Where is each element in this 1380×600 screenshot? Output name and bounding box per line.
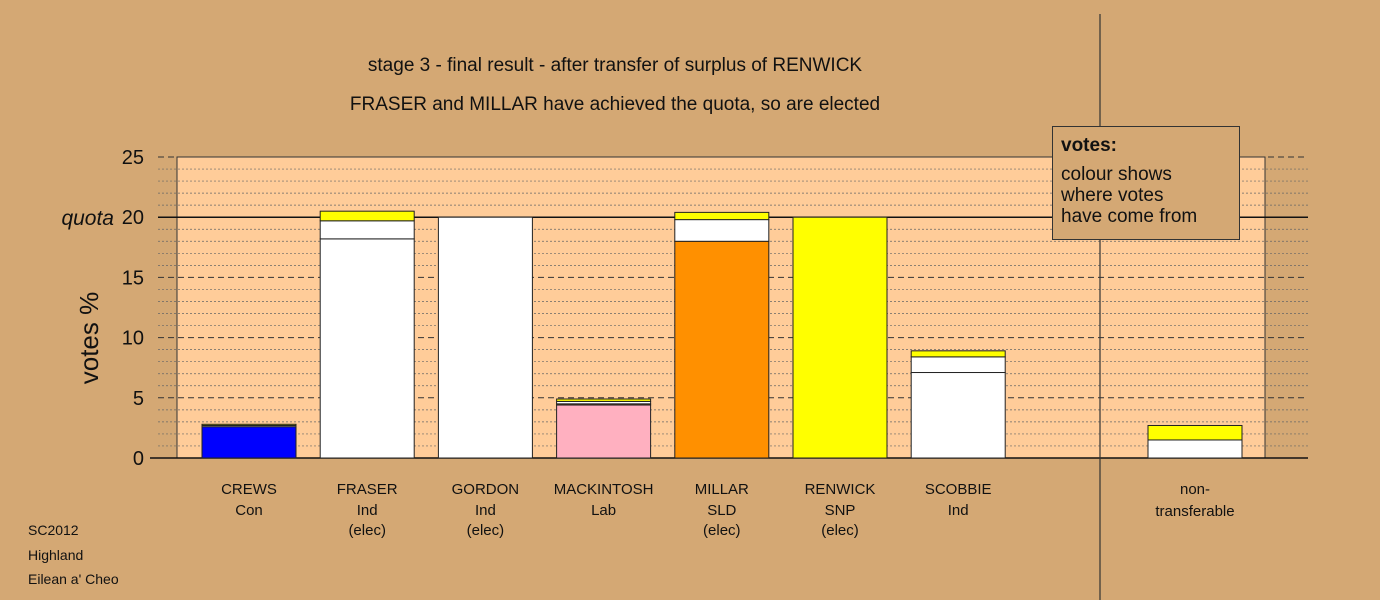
bar-millar-segment [674, 240, 770, 459]
bar-mackintosh-segment [556, 404, 652, 459]
x-tick-party: Ind [948, 502, 969, 519]
footer-council: Highland [28, 547, 84, 563]
x-tick-party: SLD [707, 502, 736, 519]
quota-label: quota [61, 207, 114, 230]
bar-scobbie-segment [910, 350, 1006, 358]
x-tick-party: Ind [357, 502, 378, 519]
x-tick-label: FRASER [337, 481, 398, 498]
y-tick-label: 20 [122, 207, 144, 229]
bar-renwick-segment [792, 216, 888, 459]
bar-mackintosh-segment [556, 398, 652, 402]
legend-title: votes: [1061, 135, 1117, 156]
footer-ward: Eilean a' Cheo [28, 571, 119, 587]
bar-fraser-segment [319, 238, 415, 459]
x-tick-label: transferable [1155, 503, 1234, 520]
x-tick-label: CREWS [221, 481, 277, 498]
chart-title: stage 3 - final result - after transfer … [367, 55, 863, 76]
y-axis-label: votes % [74, 292, 104, 385]
y-tick-label: 25 [122, 147, 144, 169]
y-tick-label: 0 [133, 448, 144, 470]
x-tick-party: Ind [475, 502, 496, 519]
bar-nontransferable-segment [1147, 439, 1243, 459]
legend-box: votes: colour shows where votes have com… [1052, 126, 1240, 240]
bar-millar-segment [674, 211, 770, 221]
x-tick-status: (elec) [821, 522, 859, 539]
bar-nontransferable-segment [1147, 424, 1243, 441]
x-tick-party: Con [235, 502, 263, 519]
x-tick-label: MACKINTOSH [554, 481, 654, 498]
bar-scobbie-segment [910, 372, 1006, 459]
x-tick-label: SCOBBIE [925, 481, 992, 498]
bar-crews-segment [201, 423, 297, 426]
x-tick-label: RENWICK [805, 481, 876, 498]
bar-scobbie-segment [910, 356, 1006, 374]
bar-millar-segment [674, 219, 770, 242]
legend-line-2: where votes [1061, 185, 1164, 206]
x-tick-label: MILLAR [695, 481, 749, 498]
x-tick-status: (elec) [348, 522, 386, 539]
y-tick-label: 15 [122, 267, 144, 289]
bar-gordon-segment [437, 216, 533, 459]
y-tick-label: 5 [133, 388, 144, 410]
bar-fraser-segment [319, 220, 415, 240]
legend-line-3: have come from [1061, 206, 1198, 227]
bar-crews-segment [201, 426, 297, 459]
bar-fraser-segment [319, 210, 415, 222]
chart-subtitle: FRASER and MILLAR have achieved the quot… [349, 94, 881, 115]
x-tick-party: SNP [825, 502, 856, 519]
x-tick-label: non- [1180, 481, 1210, 498]
x-tick-party: Lab [591, 502, 616, 519]
x-tick-label: GORDON [452, 481, 520, 498]
legend-line-1: colour shows [1061, 164, 1172, 185]
footer-election: SC2012 [28, 522, 79, 538]
y-tick-label: 10 [122, 328, 144, 350]
x-tick-status: (elec) [467, 522, 505, 539]
x-tick-status: (elec) [703, 522, 741, 539]
